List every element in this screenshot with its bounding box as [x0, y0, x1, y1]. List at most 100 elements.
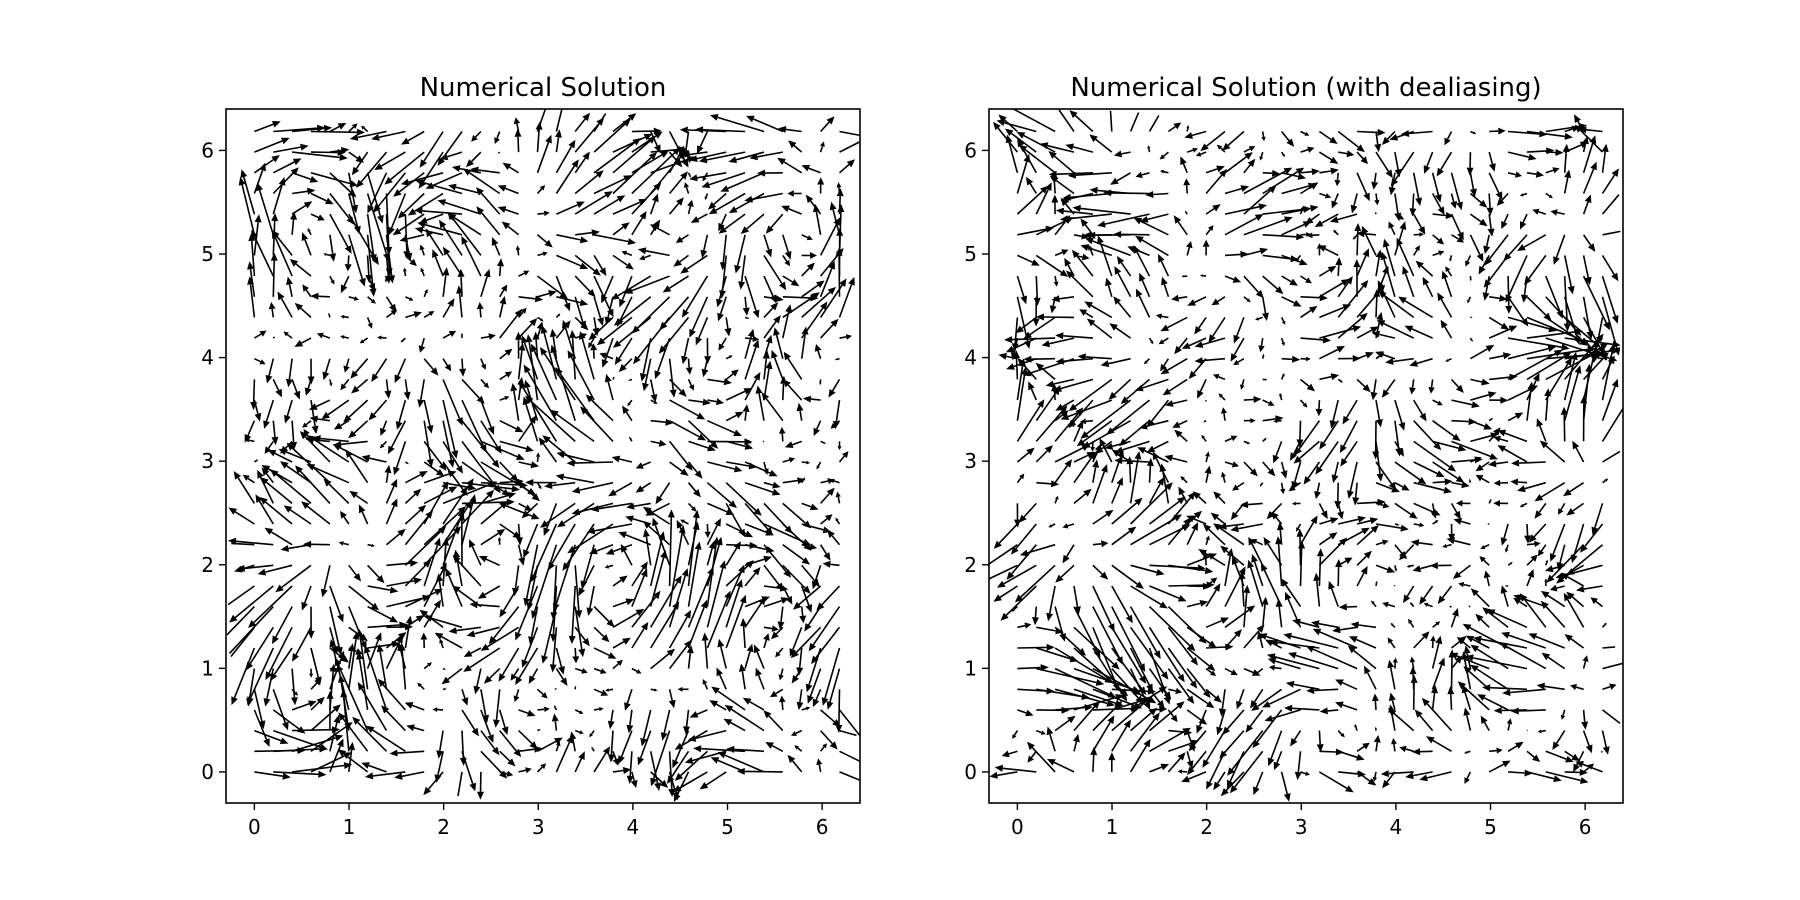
quiver-arrow: [1502, 688, 1546, 696]
quiver-arrow: [835, 491, 841, 504]
quiver-arrow: [1451, 481, 1470, 489]
quiver-arrow: [521, 502, 539, 519]
quiver-arrow: [725, 440, 754, 450]
quiver-arrow: [555, 741, 561, 752]
quiver-arrow: [574, 170, 604, 195]
quiver-arrow: [1430, 635, 1436, 649]
quiver-arrow: [1540, 600, 1566, 628]
quiver-arrow: [1092, 606, 1123, 665]
quiver-arrow: [1165, 399, 1188, 407]
quiver-arrow: [1504, 585, 1509, 587]
quiver-arrow: [1240, 501, 1263, 509]
quiver-arrow: [1380, 251, 1396, 298]
quiver-arrow: [499, 770, 514, 777]
quiver-arrow: [1422, 276, 1434, 298]
quiver-arrow: [366, 213, 377, 263]
quiver-arrow: [1127, 246, 1150, 257]
quiver-arrow: [1510, 478, 1528, 486]
quiver-arrow: [1488, 760, 1511, 773]
quiver-arrow: [1423, 602, 1433, 608]
quiver-arrow: [403, 214, 411, 260]
quiver-arrow: [1582, 255, 1592, 286]
quiver-arrow: [1210, 512, 1226, 525]
quiver-arrow: [1164, 454, 1188, 463]
quiver-arrow: [1487, 213, 1495, 237]
quiver-arrow: [1563, 592, 1585, 628]
quiver-arrow: [1488, 172, 1503, 201]
quiver-arrow: [687, 502, 697, 512]
quiver-arrow: [668, 440, 693, 471]
quiver-arrow: [425, 172, 463, 189]
quiver-arrow: [649, 131, 661, 154]
quiver-arrow: [627, 399, 633, 407]
quiver-arrow: [1186, 515, 1207, 525]
quiver-arrow: [469, 539, 482, 566]
quiver-arrow: [459, 730, 467, 766]
quiver-arrow: [1116, 256, 1132, 277]
quiver-arrow: [419, 244, 425, 256]
quiver-arrow: [1447, 686, 1455, 710]
quiver-arrow: [734, 234, 746, 274]
quiver-arrow: [480, 399, 495, 435]
quiver-arrow: [994, 764, 1037, 773]
quiver-arrow: [1298, 540, 1306, 587]
quiver-arrow: [461, 236, 482, 277]
quiver-arrow: [1167, 122, 1182, 133]
quiver-arrow: [1145, 191, 1169, 198]
quiver-arrow: [1202, 552, 1209, 566]
quiver-arrow: [687, 541, 702, 607]
quiver-arrow: [668, 751, 676, 797]
quiver-arrow: [1261, 562, 1283, 607]
quiver-arrow: [649, 751, 661, 791]
quiver-arrow: [291, 201, 313, 215]
quiver-arrow: [406, 724, 425, 732]
quiver-arrow: [642, 358, 652, 392]
quiver-arrow: [1470, 419, 1493, 430]
quiver-arrow: [1232, 482, 1245, 491]
quiver-arrow: [1129, 606, 1161, 659]
quiver-arrow: [996, 119, 1037, 133]
quiver-arrow: [1602, 230, 1621, 236]
quiver-arrow: [811, 565, 822, 590]
quiver-arrow: [283, 505, 312, 525]
quiver-arrow: [271, 229, 293, 256]
quiver-arrow: [688, 440, 716, 452]
quiver-arrow: [1236, 689, 1245, 710]
quiver-arrow: [404, 504, 427, 525]
quiver-arrow: [1408, 618, 1415, 628]
quiver-arrow: [796, 402, 804, 421]
quiver-arrow: [687, 199, 694, 215]
quiver-arrow: [1129, 626, 1169, 680]
quiver-arrow: [351, 378, 369, 394]
quiver-arrow: [1073, 733, 1080, 752]
quiver-arrow: [1016, 399, 1045, 442]
quiver-arrow: [1187, 296, 1207, 306]
quiver-arrow: [1092, 700, 1123, 732]
quiver-arrow: [1224, 250, 1249, 258]
quiver-arrow: [405, 296, 414, 301]
quiver-arrow: [273, 143, 309, 153]
quiver-arrow: [442, 298, 455, 318]
quiver-arrow: [307, 606, 315, 639]
quiver-arrow: [1374, 193, 1380, 206]
quiver-arrow: [477, 585, 501, 599]
quiver-arrow: [1174, 337, 1188, 355]
quiver-arrow: [574, 151, 590, 174]
quiver-arrow: [1259, 482, 1264, 487]
y-tick-label: 0: [201, 760, 214, 784]
x-tick-label: 2: [1200, 815, 1213, 839]
quiver-arrow: [443, 688, 447, 691]
quiver-arrow: [1356, 742, 1370, 752]
quiver-arrow: [1364, 665, 1377, 690]
quiver-arrow: [839, 750, 861, 763]
quiver-arrow: [1001, 750, 1018, 758]
quiver-arrow: [631, 667, 642, 674]
quiver-arrow: [1356, 525, 1379, 546]
quiver-arrow: [537, 316, 544, 322]
quiver-arrow: [1563, 276, 1571, 332]
quiver-arrow: [1233, 358, 1245, 365]
left-chart-title: Numerical Solution: [420, 73, 667, 103]
quiver-arrow: [836, 188, 844, 215]
quiver-arrow: [1388, 221, 1396, 236]
